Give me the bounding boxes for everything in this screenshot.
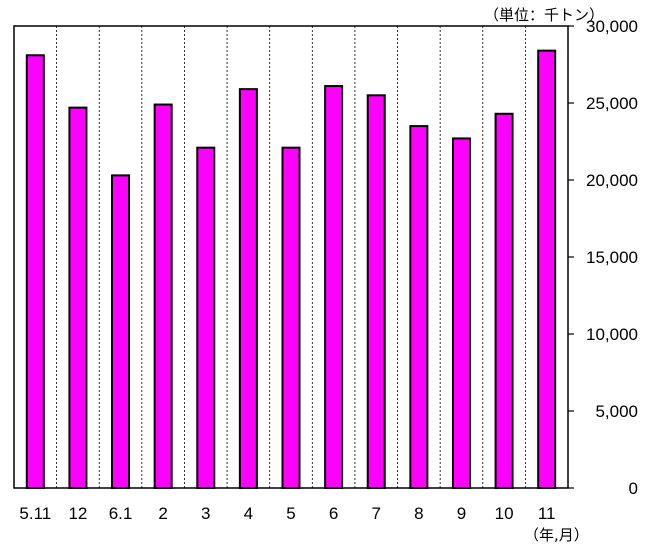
- x-axis-tick-label: 5: [286, 504, 295, 523]
- y-axis-tick-label: 30,000: [586, 17, 638, 36]
- x-axis-tick-label: 4: [244, 504, 253, 523]
- bar-9: [451, 137, 471, 489]
- y-axis-tick-labels: 0 5,000 10,000 15,000 20,000 25,000 30,000: [586, 17, 638, 498]
- y-axis-tick-label: 20,000: [586, 171, 638, 190]
- x-axis-tick-label: 9: [457, 504, 466, 523]
- bar-2: [153, 103, 173, 489]
- bar-5: [281, 146, 301, 489]
- bar-10: [494, 112, 514, 489]
- x-axis-tick-label: 5.11: [19, 504, 51, 523]
- x-axis-tick-label: 12: [68, 504, 87, 523]
- y-axis-tick-label: 0: [629, 479, 638, 498]
- x-axis-tick-label: 8: [414, 504, 423, 523]
- x-axis-tick-labels: 5.11 12 6.1 2 3 4 5 6 7 8 9 10 11: [19, 504, 555, 523]
- bar-4: [238, 88, 258, 489]
- x-axis-tick-label: 3: [201, 504, 210, 523]
- x-axis-title: （年,月）: [524, 526, 589, 544]
- x-axis-tick-label: 11: [538, 504, 556, 523]
- x-axis-tick-label: 6: [329, 504, 338, 523]
- x-axis-tick-label: 7: [371, 504, 380, 523]
- bar-3: [196, 146, 216, 489]
- bar-7: [366, 94, 386, 490]
- x-axis-tick-label: 6.1: [109, 504, 133, 523]
- grid-lines: [56, 26, 526, 488]
- bars: [25, 49, 557, 490]
- x-axis-tick-label: 2: [158, 504, 167, 523]
- bar-12: [68, 106, 88, 490]
- y-axis-tick-label: 15,000: [586, 248, 638, 267]
- bar-11: [537, 49, 557, 489]
- y-axis-ticks: [568, 25, 574, 489]
- bar-5-11: [25, 54, 45, 489]
- bar-6-1: [111, 174, 131, 489]
- y-axis-tick-label: 10,000: [586, 325, 638, 344]
- unit-label: （単位：千トン）: [484, 6, 604, 24]
- bar-8: [409, 125, 429, 489]
- x-axis-tick-label: 10: [495, 504, 514, 523]
- y-axis-tick-label: 5,000: [595, 402, 638, 421]
- bar-6: [324, 85, 344, 489]
- y-axis-tick-label: 25,000: [586, 94, 638, 113]
